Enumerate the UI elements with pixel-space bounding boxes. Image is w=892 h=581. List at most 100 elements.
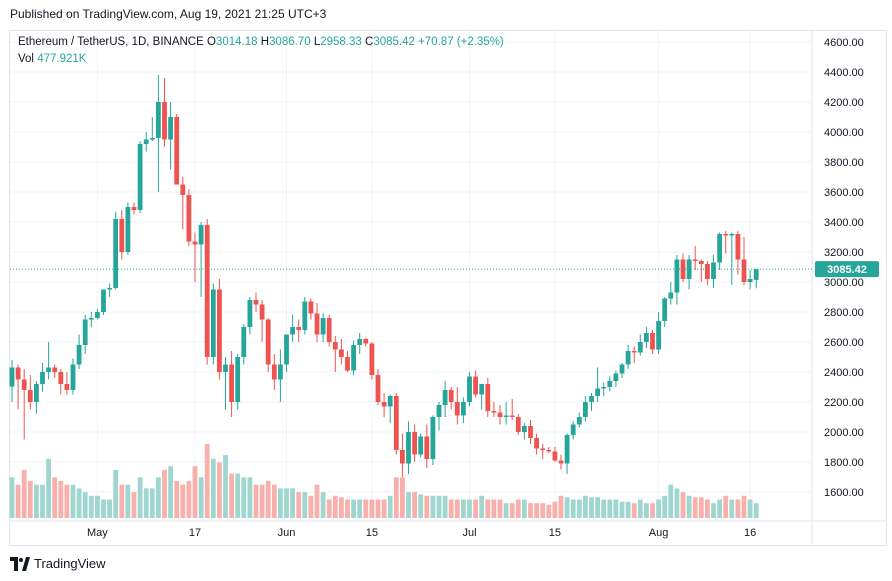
candle: [339, 339, 344, 365]
volume-bar: [204, 444, 210, 518]
volume-bar: [247, 477, 253, 518]
volume-bar: [528, 503, 533, 518]
candle-body: [308, 301, 314, 314]
candle: [259, 300, 265, 342]
volume-bar: [680, 492, 686, 518]
volume-bar: [711, 503, 716, 518]
volume-bar: [497, 499, 503, 518]
candle: [34, 381, 39, 414]
volume-bar: [570, 499, 576, 518]
chart-legend: Ethereum / TetherUS, 1D, BINANCE O3014.1…: [18, 36, 504, 48]
candle: [82, 315, 88, 354]
volume-bar: [558, 495, 564, 518]
volume-bar: [467, 499, 472, 518]
candle-body: [552, 451, 558, 461]
candle: [64, 372, 70, 395]
candle-body: [113, 219, 119, 288]
volume-bar: [339, 497, 344, 518]
volume-bar: [436, 495, 442, 518]
candle: [265, 318, 271, 372]
volume-bar: [217, 462, 222, 518]
candle: [607, 376, 613, 392]
candle: [515, 414, 521, 435]
candle-body: [253, 300, 259, 305]
candle-body: [467, 376, 472, 402]
candle-body: [314, 313, 320, 335]
candle-body: [650, 333, 655, 350]
tradingview-logo-icon: [10, 556, 30, 571]
candle: [631, 346, 637, 363]
y-tick-label: 3600.00: [824, 187, 864, 199]
candle: [400, 433, 405, 477]
candle-body: [339, 349, 344, 357]
candle: [601, 382, 607, 396]
candle-body: [198, 225, 204, 245]
volume-bar: [271, 484, 277, 518]
volume-bar: [625, 501, 631, 518]
candle: [52, 364, 58, 378]
volume-bar: [351, 499, 356, 518]
volume-bar: [302, 492, 308, 518]
volume-bar: [576, 499, 582, 518]
volume-bar: [241, 477, 247, 518]
candle: [424, 424, 430, 468]
volume-bar: [326, 499, 332, 518]
candle-body: [40, 372, 45, 384]
candle: [351, 340, 356, 375]
candle-body: [265, 319, 271, 365]
volume-bar: [674, 488, 680, 518]
candle: [40, 363, 45, 392]
candle-body: [101, 289, 106, 312]
candle: [119, 210, 125, 260]
candle-body: [753, 269, 759, 280]
candle: [88, 312, 94, 327]
volume-bar: [21, 469, 27, 518]
candle: [131, 202, 137, 215]
candle-body: [64, 384, 70, 390]
volume-bar: [363, 499, 369, 518]
candle: [454, 387, 460, 425]
volume-bar: [369, 499, 375, 518]
volume-bar: [387, 495, 393, 518]
footer-brand[interactable]: TradingView: [10, 556, 106, 571]
candle: [284, 334, 289, 372]
candle: [717, 232, 722, 270]
candle: [15, 364, 21, 410]
candle-body: [644, 333, 649, 342]
candle-body: [656, 321, 661, 350]
candle: [564, 433, 570, 474]
candle-body: [534, 438, 539, 449]
volume-bar: [113, 469, 119, 518]
y-tick-label: 4600.00: [824, 37, 864, 49]
candle: [320, 313, 326, 342]
x-tick-label: 15: [366, 527, 378, 539]
volume-bar: [320, 492, 326, 518]
candle: [137, 141, 143, 213]
candle: [296, 319, 302, 342]
candle-body: [424, 436, 430, 459]
candle: [711, 255, 716, 288]
y-tick-label: 3200.00: [824, 247, 864, 259]
volume-bar: [400, 477, 405, 518]
candle-body: [95, 312, 100, 318]
volume-bar: [290, 488, 295, 518]
candle: [180, 177, 186, 230]
volume-bar: [412, 492, 417, 518]
open-value: 3014.18: [215, 36, 258, 48]
candle-body: [576, 417, 582, 425]
candle: [461, 397, 466, 423]
high-value: 3086.70: [269, 36, 311, 48]
close-value: 3085.42: [373, 36, 415, 48]
change-value: +70.87 (+2.35%): [418, 36, 504, 48]
candle-body: [515, 417, 521, 432]
candle-body: [21, 379, 27, 390]
volume-label: Vol: [18, 53, 34, 65]
volume-bar: [137, 477, 143, 518]
close-label: C: [365, 36, 374, 48]
candle-body: [76, 345, 82, 365]
candle: [156, 75, 161, 192]
volume-bar: [259, 484, 265, 518]
volume-bar: [253, 484, 259, 518]
candle: [430, 415, 436, 465]
